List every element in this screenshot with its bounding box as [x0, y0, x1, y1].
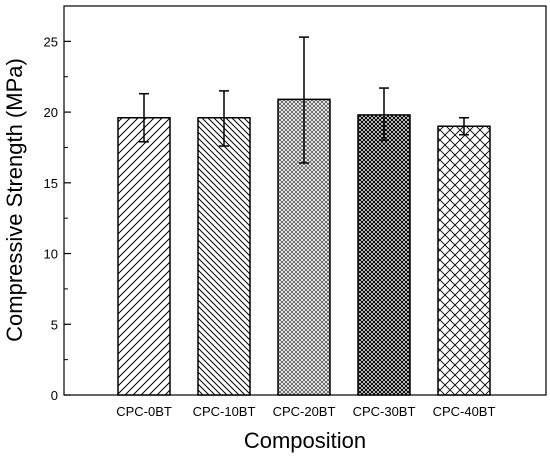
x-tick-label-cpc-30bt: CPC-30BT: [353, 404, 416, 419]
x-tick-label-cpc-40bt: CPC-40BT: [433, 404, 496, 419]
x-axis-title: Composition: [244, 428, 366, 453]
y-tick-label-15: 15: [44, 176, 58, 191]
y-axis-ticks: 0 5 10 15 20 25: [44, 34, 71, 403]
bar-cpc-40bt: [437, 125, 491, 396]
error-bars-group: [139, 36, 469, 164]
y-tick-label-25: 25: [44, 34, 58, 49]
bar-cpc-10bt: [197, 116, 251, 396]
y-tick-label-5: 5: [51, 317, 58, 332]
y-tick-label-0: 0: [51, 388, 58, 403]
bar-cpc-0bt: [117, 116, 171, 396]
y-tick-label-20: 20: [44, 105, 58, 120]
x-tick-label-cpc-20bt: CPC-20BT: [273, 404, 336, 419]
bar-cpc-30bt: [357, 114, 411, 396]
y-tick-label-10: 10: [44, 247, 58, 262]
x-axis-category-labels: CPC-0BT CPC-10BT CPC-20BT CPC-30BT CPC-40BT: [116, 404, 495, 419]
y-axis-title: Compressive Strength (MPa): [2, 58, 27, 342]
x-tick-label-cpc-10bt: CPC-10BT: [193, 404, 256, 419]
x-tick-label-cpc-0bt: CPC-0BT: [116, 404, 172, 419]
